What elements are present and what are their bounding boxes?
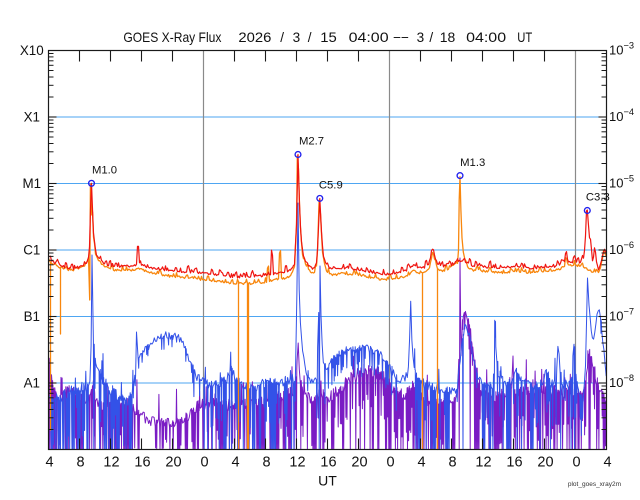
svg-text:/: / — [308, 30, 312, 45]
svg-text:16: 16 — [134, 455, 150, 471]
svg-text:16: 16 — [506, 455, 522, 471]
svg-text:20: 20 — [165, 455, 181, 471]
svg-text:4: 4 — [417, 455, 425, 471]
svg-text:A1: A1 — [24, 376, 40, 391]
svg-text:/: / — [429, 30, 433, 45]
svg-text:3: 3 — [417, 30, 425, 45]
svg-text:16: 16 — [320, 455, 336, 471]
svg-text:12: 12 — [475, 455, 491, 471]
svg-text:12: 12 — [289, 455, 305, 471]
svg-text:12: 12 — [103, 455, 119, 471]
svg-text:UT: UT — [318, 473, 337, 489]
svg-text:X10: X10 — [20, 43, 44, 58]
svg-text:15: 15 — [320, 30, 337, 45]
svg-text:M2.7: M2.7 — [299, 136, 324, 148]
svg-text:C5.9: C5.9 — [319, 180, 343, 192]
svg-text:04:00: 04:00 — [466, 30, 507, 45]
svg-text:UT: UT — [517, 30, 532, 45]
svg-text:−−: −− — [393, 30, 409, 45]
svg-text:B1: B1 — [24, 309, 40, 324]
svg-text:3: 3 — [293, 30, 301, 45]
svg-text:/: / — [280, 30, 284, 45]
svg-text:20: 20 — [537, 455, 553, 471]
svg-text:GOES X-Ray Flux: GOES X-Ray Flux — [123, 30, 221, 45]
svg-text:C3.3: C3.3 — [586, 192, 610, 204]
svg-text:18: 18 — [440, 30, 456, 45]
svg-text:20: 20 — [351, 455, 367, 471]
svg-text:M1: M1 — [22, 176, 41, 191]
svg-text:0: 0 — [200, 455, 208, 471]
svg-text:4: 4 — [45, 455, 53, 471]
svg-text:8: 8 — [76, 455, 84, 471]
svg-text:C1: C1 — [23, 243, 40, 258]
svg-text:X1: X1 — [24, 110, 40, 125]
svg-text:0: 0 — [386, 455, 394, 471]
svg-text:4: 4 — [231, 455, 239, 471]
svg-text:plot_goes_xray2m: plot_goes_xray2m — [568, 481, 621, 488]
svg-text:0: 0 — [572, 455, 580, 471]
svg-text:8: 8 — [262, 455, 270, 471]
svg-text:4: 4 — [603, 455, 611, 471]
svg-text:04:00: 04:00 — [349, 30, 390, 45]
svg-text:M1.3: M1.3 — [460, 157, 485, 169]
svg-text:M1.0: M1.0 — [92, 165, 117, 177]
svg-text:2026: 2026 — [238, 30, 271, 45]
svg-text:8: 8 — [448, 455, 456, 471]
